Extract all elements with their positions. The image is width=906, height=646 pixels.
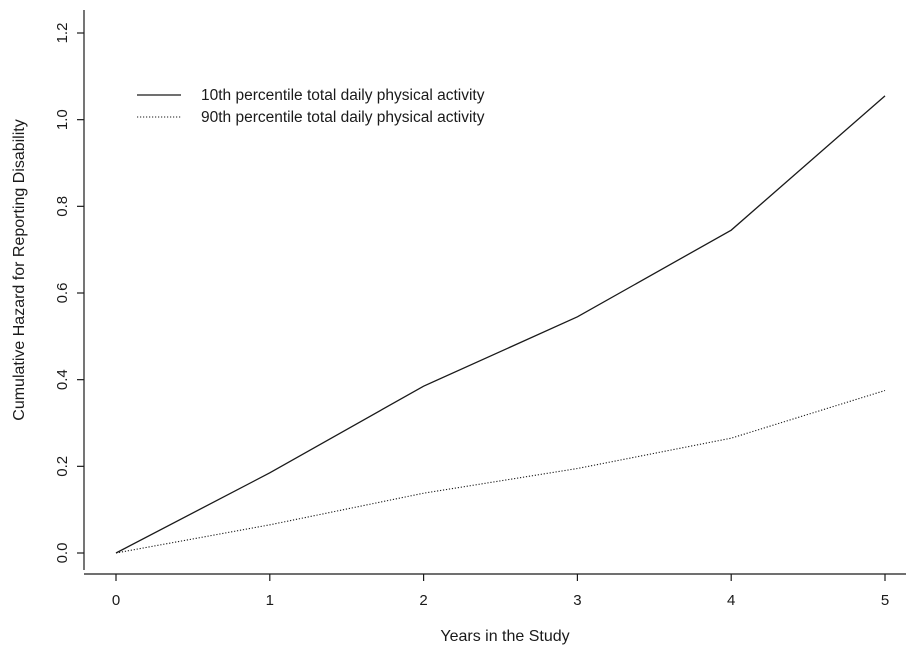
y-axis-title: Cumulative Hazard for Reporting Disabili… xyxy=(11,119,28,420)
series-line-2 xyxy=(115,389,886,554)
y-tick-label: 1.2 xyxy=(54,23,71,44)
x-tick-label: 4 xyxy=(727,592,735,609)
x-tick-label: 5 xyxy=(881,592,889,609)
x-axis-title: Years in the Study xyxy=(440,628,569,645)
y-ticks: 0.0 0.2 0.4 0.6 0.8 1.0 1.2 xyxy=(54,23,84,564)
y-tick-label: 1.0 xyxy=(54,109,71,130)
y-tick-label: 0.8 xyxy=(54,196,71,217)
y-tick-label: 0.0 xyxy=(54,543,71,564)
legend-label-2: 90th percentile total daily physical act… xyxy=(201,109,485,126)
series-line-1 xyxy=(115,95,886,554)
x-tick-label: 0 xyxy=(112,592,120,609)
y-tick-label: 0.6 xyxy=(54,283,71,304)
series-layer xyxy=(115,95,886,554)
x-tick-label: 2 xyxy=(419,592,427,609)
x-ticks: 0 1 2 3 4 5 xyxy=(112,574,889,609)
y-tick-label: 0.2 xyxy=(54,456,71,477)
y-tick-label: 0.4 xyxy=(54,369,71,390)
legend: 10th percentile total daily physical act… xyxy=(137,87,485,126)
legend-label-1: 10th percentile total daily physical act… xyxy=(201,87,485,104)
x-tick-label: 1 xyxy=(266,592,274,609)
x-tick-label: 3 xyxy=(573,592,581,609)
